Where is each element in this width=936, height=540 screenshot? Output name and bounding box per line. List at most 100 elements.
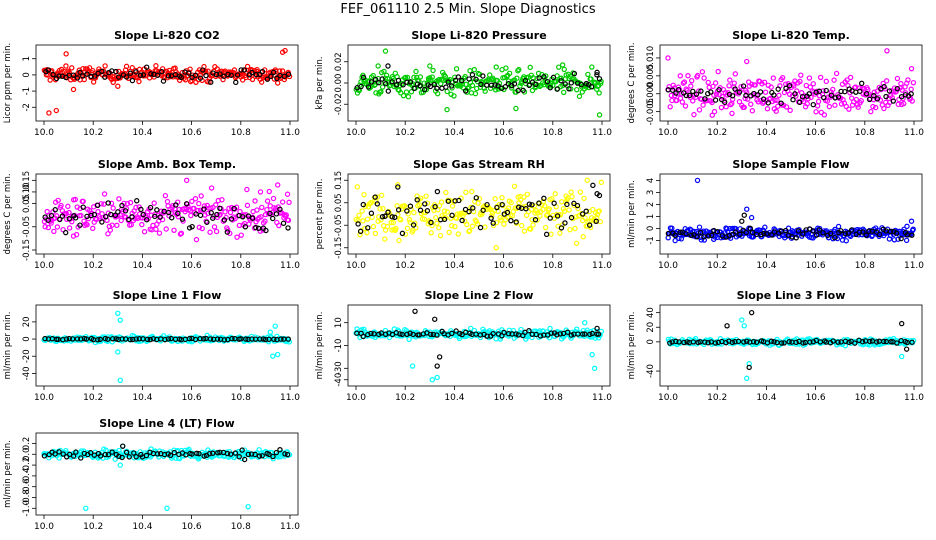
outlier-point xyxy=(409,363,416,369)
data-point xyxy=(881,105,887,112)
data-point xyxy=(550,74,557,81)
y-axis-label: ml/min per min. xyxy=(3,440,13,508)
data-point xyxy=(256,453,263,459)
data-point xyxy=(56,73,62,79)
data-point xyxy=(84,222,90,228)
outlier-point xyxy=(382,48,389,54)
data-point xyxy=(702,339,708,345)
data-point xyxy=(196,200,202,207)
outlier-point xyxy=(53,107,60,114)
data-point xyxy=(768,84,774,90)
data-point xyxy=(844,77,850,83)
y-tick-label: 0.000 xyxy=(646,82,656,106)
data-point xyxy=(544,78,551,85)
data-point xyxy=(201,336,207,342)
data-point xyxy=(416,202,423,208)
outlier-point xyxy=(270,353,276,359)
data-point xyxy=(473,195,479,201)
data-point xyxy=(543,231,550,238)
y-axis-label: degrees C per min. xyxy=(3,173,13,254)
data-point xyxy=(783,85,789,92)
data-point xyxy=(407,203,414,209)
outlier-point xyxy=(739,317,745,323)
data-point xyxy=(693,94,699,100)
y-tick-label: 0.010 xyxy=(646,46,656,70)
data-point xyxy=(868,108,874,115)
data-point xyxy=(201,203,208,209)
data-point xyxy=(171,449,177,456)
data-point xyxy=(224,450,231,457)
data-point xyxy=(445,198,452,204)
data-point xyxy=(186,335,193,342)
data-point xyxy=(713,91,720,97)
data-point xyxy=(424,200,431,206)
data-point xyxy=(193,211,199,217)
data-point xyxy=(213,71,220,78)
x-tick-label: 11.0 xyxy=(592,128,612,138)
data-point xyxy=(842,88,848,95)
data-point xyxy=(410,222,417,228)
data-point xyxy=(537,213,543,219)
data-point xyxy=(131,450,137,456)
data-point xyxy=(909,232,915,238)
x-tick-label: 10.6 xyxy=(494,393,514,403)
data-point xyxy=(205,68,211,74)
data-point xyxy=(227,451,234,457)
data-point xyxy=(804,101,810,107)
data-point xyxy=(752,82,758,88)
data-point xyxy=(59,213,66,219)
outlier-point xyxy=(493,245,499,251)
data-point xyxy=(63,336,70,342)
data-point xyxy=(743,92,749,99)
data-point xyxy=(469,72,476,78)
data-point xyxy=(669,225,675,231)
data-point xyxy=(580,234,586,240)
plot-frame xyxy=(659,173,923,255)
y-tick-label: 0.15 xyxy=(334,171,344,190)
data-point xyxy=(283,212,289,218)
data-point xyxy=(732,338,738,345)
data-point xyxy=(542,203,548,209)
data-point xyxy=(411,74,417,81)
data-point xyxy=(712,340,719,346)
data-point xyxy=(455,231,461,237)
data-point xyxy=(128,72,134,79)
data-point xyxy=(749,229,756,236)
data-point xyxy=(78,455,84,461)
data-point xyxy=(597,218,604,225)
data-point xyxy=(679,99,686,105)
data-point xyxy=(765,100,771,106)
data-point xyxy=(407,79,414,85)
data-point xyxy=(747,225,753,232)
data-point xyxy=(378,192,385,198)
data-point xyxy=(480,207,486,213)
data-point xyxy=(239,447,245,453)
data-point xyxy=(775,86,781,92)
data-point xyxy=(147,336,153,343)
x-tick-label: 10.2 xyxy=(395,393,415,403)
data-point xyxy=(827,230,834,237)
outlier-point xyxy=(908,218,915,224)
data-point xyxy=(761,79,768,86)
data-point xyxy=(834,235,841,242)
data-point xyxy=(405,94,412,100)
outlier-point xyxy=(83,505,89,511)
data-point xyxy=(74,75,81,81)
data-point xyxy=(880,80,886,87)
data-point xyxy=(66,216,72,222)
data-point xyxy=(276,222,282,229)
data-point xyxy=(797,78,803,85)
data-point xyxy=(413,68,419,75)
x-tick-label: 10.2 xyxy=(395,128,415,138)
outlier-point xyxy=(744,58,750,65)
data-point xyxy=(582,215,588,221)
y-tick-label: 10 xyxy=(334,317,344,328)
data-point xyxy=(165,336,172,342)
data-point xyxy=(750,339,757,345)
plot-frame xyxy=(347,173,611,255)
data-point xyxy=(858,80,865,87)
data-point xyxy=(183,201,190,207)
data-point xyxy=(596,90,602,96)
data-point xyxy=(532,217,539,223)
